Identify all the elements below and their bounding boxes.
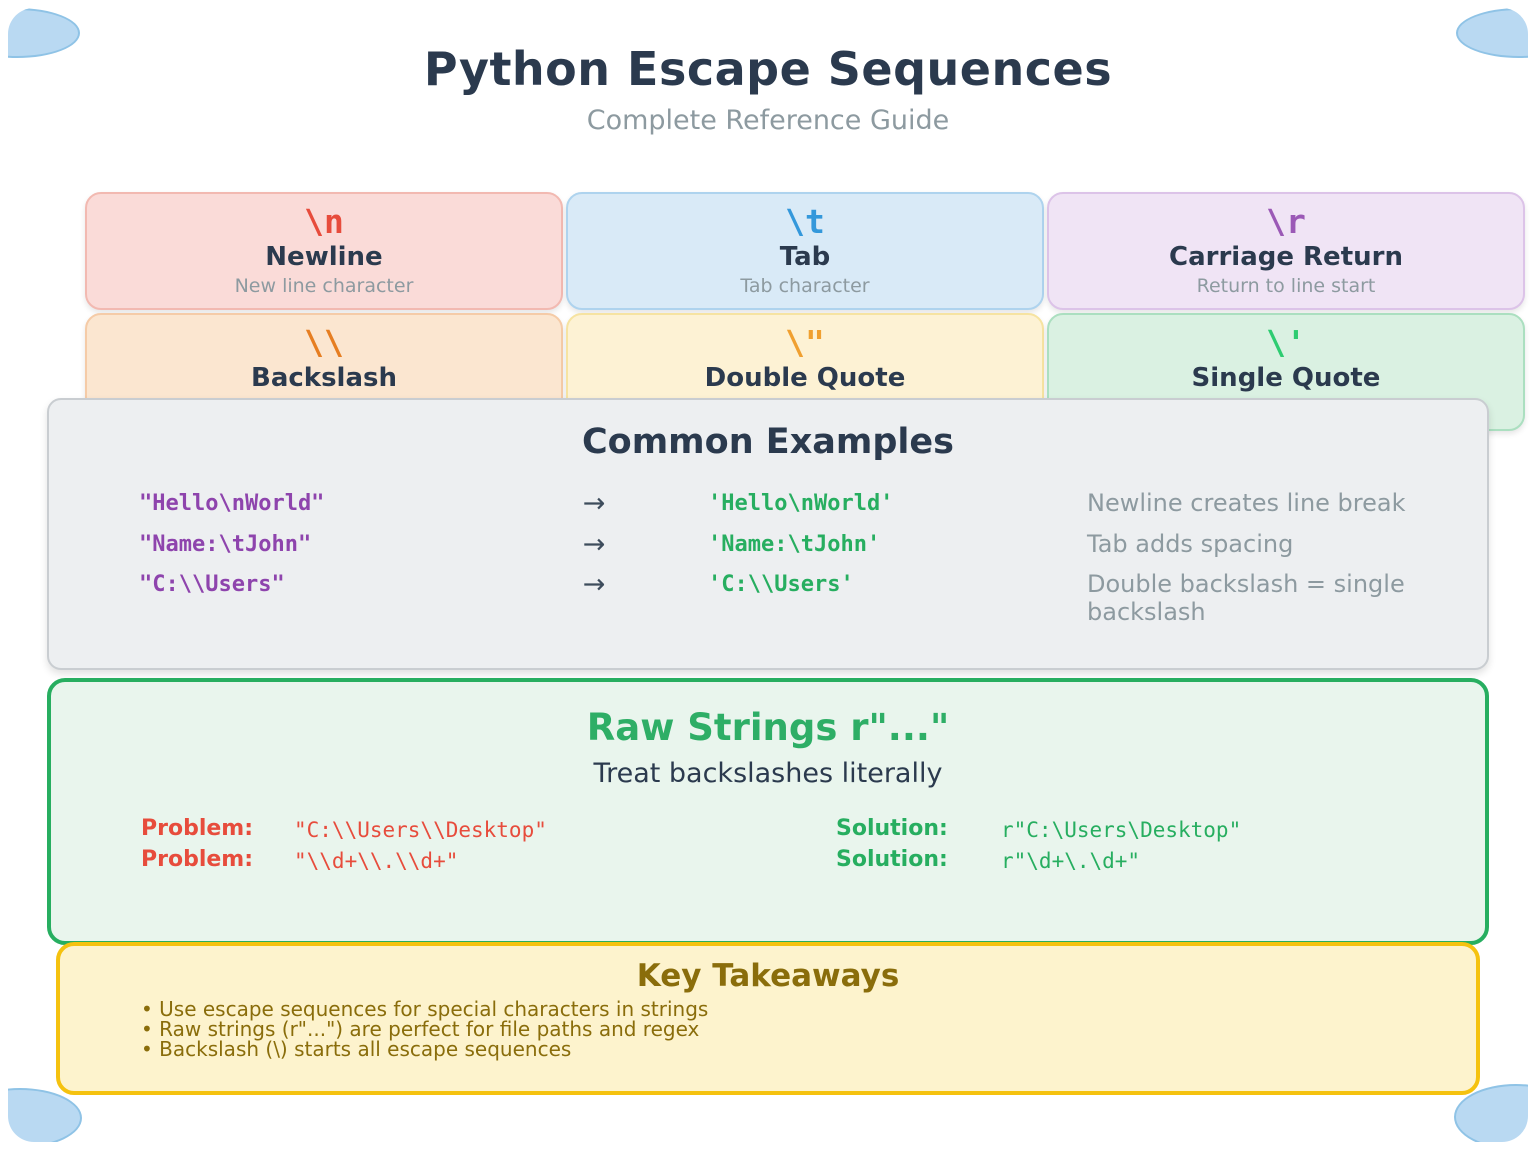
solution-label: Solution: [836,816,948,841]
escape-name: Single Quote [1191,363,1381,394]
arrow-icon: → [582,569,606,600]
card-carriage-return: \r Carriage Return Return to line start [1047,192,1525,310]
problem-label: Problem: [141,847,254,872]
escape-symbol: \r [1266,201,1306,241]
escape-symbol: \n [304,201,344,241]
escape-symbol: \t [785,201,825,241]
common-examples-panel: Common Examples "Hello\nWorld" → 'Hello\… [47,398,1489,670]
escape-description: New line character [234,275,414,298]
example-row: "Hello\nWorld" → 'Hello\nWorld' Newline … [49,488,1487,523]
raw-strings-title: Raw Strings r"..." [586,706,950,749]
arrow-icon: → [582,488,606,519]
key-takeaways-panel: Key Takeaways • Use escape sequences for… [56,942,1480,1095]
example-note: Double backslash = single backslash [1087,570,1405,626]
raw-strings-panel: Raw Strings r"..." Treat backslashes lit… [47,678,1489,945]
raw-strings-row: Problem: "C:\\Users\\Desktop" Solution: … [51,816,1485,846]
card-tab: \t Tab Tab character [566,192,1044,310]
takeaway-item: • Backslash (\) starts all escape sequen… [141,1037,572,1061]
escape-name: Backslash [251,363,397,394]
example-output-code: 'Name:\tJohn' [708,532,881,557]
problem-code: "C:\\Users\\Desktop" [294,818,547,842]
example-note: Newline creates line break [1087,489,1406,517]
common-examples-title: Common Examples [581,422,954,462]
page-title: Python Escape Sequences [423,42,1113,96]
example-output-code: 'Hello\nWorld' [708,491,894,516]
example-note: Tab adds spacing [1087,530,1294,558]
page-subtitle: Complete Reference Guide [586,105,950,136]
escape-name: Tab [779,242,831,273]
solution-code: r"\d+\.\d+" [1001,849,1141,873]
corner-blob-bottom-left [8,1088,82,1142]
escape-name: Double Quote [704,363,906,394]
solution-label: Solution: [836,847,948,872]
escape-description: Tab character [740,275,870,298]
takeaway-item: • Raw strings (r"...") are perfect for f… [141,1017,700,1041]
key-takeaways-list: • Use escape sequences for special chara… [141,999,708,1059]
escape-symbol: \" [785,322,825,362]
example-input-code: "Name:\tJohn" [139,532,312,557]
problem-code: "\\d+\\.\\d+" [294,849,459,873]
example-output-code: 'C:\\Users' [708,572,854,597]
escape-symbol: \' [1266,322,1306,362]
solution-code: r"C:\Users\Desktop" [1001,818,1242,842]
raw-strings-row: Problem: "\\d+\\.\\d+" Solution: r"\d+\.… [51,847,1485,877]
arrow-icon: → [582,529,606,560]
example-row: "Name:\tJohn" → 'Name:\tJohn' Tab adds s… [49,529,1487,564]
problem-label: Problem: [141,816,254,841]
escape-name: Carriage Return [1169,242,1403,273]
example-input-code: "Hello\nWorld" [139,491,325,516]
key-takeaways-title: Key Takeaways [636,958,900,994]
takeaway-item: • Use escape sequences for special chara… [141,997,709,1021]
escape-description: Return to line start [1196,275,1376,298]
escape-name: Newline [265,242,383,273]
example-input-code: "C:\\Users" [139,572,285,597]
example-row: "C:\\Users" → 'C:\\Users' Double backsla… [49,569,1487,626]
card-newline: \n Newline New line character [85,192,563,310]
escape-symbol: \\ [304,322,344,362]
raw-strings-subtitle: Treat backslashes literally [593,758,943,789]
